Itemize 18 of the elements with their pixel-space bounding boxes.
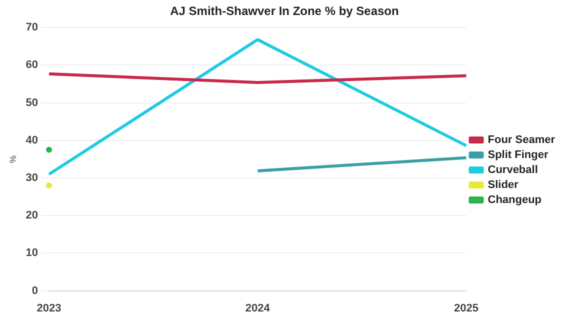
y-tick-label: 20	[26, 210, 38, 222]
y-tick-label: 70	[26, 22, 38, 34]
legend-label: Changeup	[488, 194, 542, 206]
x-tick-label: 2023	[36, 302, 62, 314]
legend-label: Four Seamer	[488, 134, 556, 146]
legend-label: Slider	[488, 179, 520, 192]
y-tick-label: 60	[26, 59, 38, 72]
y-tick-label: 10	[26, 247, 38, 260]
y-tick-label: 0	[32, 284, 38, 297]
legend-label: Split Finger	[488, 149, 549, 162]
chart-title: AJ Smith-Shawver In Zone % by Season	[169, 4, 400, 18]
legend-label: Curveball	[488, 164, 538, 176]
y-axis-title: %	[8, 155, 18, 164]
x-tick-label: 2025	[454, 302, 478, 314]
y-tick-label: 30	[26, 172, 38, 184]
x-tick-label: 2024	[245, 302, 271, 314]
y-tick-label: 50	[26, 96, 38, 109]
y-tick-label: 40	[26, 134, 38, 146]
